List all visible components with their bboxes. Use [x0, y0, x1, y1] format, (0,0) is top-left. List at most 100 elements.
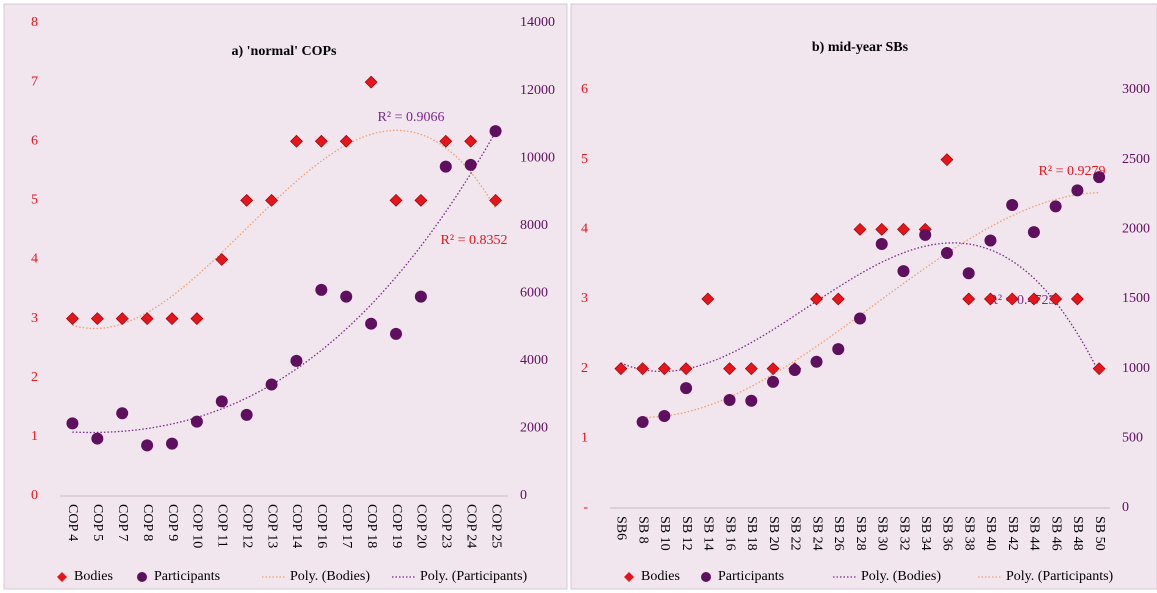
participants-marker — [745, 394, 758, 407]
bodies-marker — [165, 312, 179, 326]
x-tick-label: COP 23 — [439, 504, 454, 548]
bodies-marker — [364, 75, 378, 89]
participants-marker — [636, 416, 649, 429]
participants-marker — [658, 410, 671, 423]
panel-b — [570, 3, 1157, 590]
y-tick-label: 6 — [31, 133, 38, 148]
legend-marker — [137, 572, 147, 582]
x-tick-label: COP 24 — [463, 504, 478, 548]
bodies-marker — [723, 362, 736, 376]
bodies-marker — [489, 193, 502, 207]
y-tick-label: 2 — [581, 361, 588, 376]
x-tick-label: COP 17 — [339, 504, 354, 548]
y2-tick-label: 10000 — [520, 150, 555, 165]
x-tick-label: COP 13 — [264, 504, 279, 548]
participants-marker — [464, 158, 477, 171]
y2-tick-label: 12000 — [520, 83, 555, 98]
legend-label: Poly. (Participants) — [1006, 569, 1114, 584]
y2-tick-label: 3000 — [1122, 82, 1150, 97]
x-tick-label: SB 32 — [896, 516, 911, 551]
y-tick-label: - — [583, 500, 588, 515]
y-tick-label: 3 — [581, 291, 588, 306]
trendline — [620, 242, 1100, 374]
x-tick-label: SB 34 — [918, 516, 933, 551]
participants-marker — [875, 237, 888, 250]
x-tick-label: COP 16 — [314, 504, 329, 548]
bodies-marker — [701, 292, 715, 306]
x-tick-label: SB 26 — [831, 516, 846, 551]
participants-marker — [166, 437, 178, 450]
x-tick-label: SB 38 — [961, 516, 976, 551]
participants-marker — [1006, 198, 1019, 211]
participants-marker — [215, 395, 228, 408]
x-tick-label: SB6 — [614, 516, 629, 540]
participants-marker — [723, 394, 736, 407]
x-tick-label: COP 18 — [364, 504, 379, 548]
y2-tick-label: 4000 — [520, 353, 548, 368]
participants-marker — [1027, 226, 1040, 239]
y-tick-label: 2 — [31, 370, 38, 385]
bodies-marker — [1070, 292, 1084, 306]
participants-marker — [810, 355, 823, 368]
x-tick-label: COP 19 — [389, 504, 404, 548]
participants-marker — [414, 290, 427, 303]
x-tick-label: COP 20 — [414, 504, 429, 548]
y2-tick-label: 6000 — [520, 286, 548, 301]
trendline — [72, 131, 497, 434]
legend-label: Participants — [154, 569, 220, 584]
participants-marker — [116, 407, 129, 420]
y2-tick-label: 1500 — [1122, 291, 1150, 306]
x-tick-label: SB 18 — [744, 516, 759, 551]
r-squared-label: R² = 0.9066 — [378, 110, 445, 125]
legend-label: Participants — [718, 569, 784, 584]
participants-marker — [340, 290, 353, 303]
bodies-marker — [636, 362, 650, 376]
participants-marker — [240, 408, 253, 421]
bodies-marker — [265, 193, 278, 207]
y2-tick-label: 2000 — [1122, 222, 1150, 237]
x-tick-label: SB 48 — [1070, 516, 1085, 551]
bodies-marker — [614, 362, 628, 376]
bodies-marker — [1005, 292, 1019, 306]
participants-marker — [365, 317, 378, 330]
x-tick-label: SB 28 — [853, 516, 868, 551]
y-tick-label: 5 — [31, 193, 38, 208]
bodies-marker — [66, 312, 79, 326]
bodies-marker — [439, 134, 453, 148]
y2-tick-label: 2000 — [520, 421, 548, 436]
x-tick-label: COP 12 — [239, 504, 254, 548]
x-tick-label: SB 12 — [679, 516, 694, 551]
participants-marker — [390, 327, 402, 340]
y2-tick-label: 0 — [1122, 500, 1129, 515]
y2-tick-label: 14000 — [520, 15, 555, 30]
participants-marker — [290, 354, 303, 367]
y2-tick-label: 2500 — [1122, 152, 1150, 167]
bodies-marker — [984, 292, 997, 306]
trendline — [642, 191, 1100, 418]
x-tick-label: COP 14 — [289, 504, 304, 548]
participants-marker — [788, 364, 801, 377]
bodies-marker — [657, 362, 671, 376]
x-tick-label: SB 42 — [1005, 516, 1020, 551]
r-squared-label: R² = 0.4723 — [989, 293, 1056, 308]
x-tick-label: SB 44 — [1027, 516, 1042, 551]
bodies-marker — [875, 222, 889, 236]
participants-marker — [984, 234, 997, 247]
x-tick-label: COP 25 — [488, 504, 503, 548]
participants-marker — [439, 160, 452, 173]
x-tick-label: COP 8 — [140, 504, 155, 541]
panel-a — [3, 3, 568, 590]
x-tick-label: SB 36 — [940, 516, 955, 551]
participants-marker — [919, 228, 932, 241]
participants-marker — [832, 343, 845, 356]
x-tick-label: SB 14 — [701, 516, 716, 551]
x-tick-label: SB 10 — [657, 516, 672, 551]
bodies-marker — [290, 134, 303, 148]
participants-marker — [1093, 171, 1106, 184]
y-tick-label: 4 — [581, 222, 588, 237]
x-tick-label: SB 40 — [983, 516, 998, 551]
bodies-marker — [1049, 292, 1063, 306]
participants-marker — [1071, 184, 1084, 197]
x-tick-label: SB 24 — [809, 516, 824, 551]
